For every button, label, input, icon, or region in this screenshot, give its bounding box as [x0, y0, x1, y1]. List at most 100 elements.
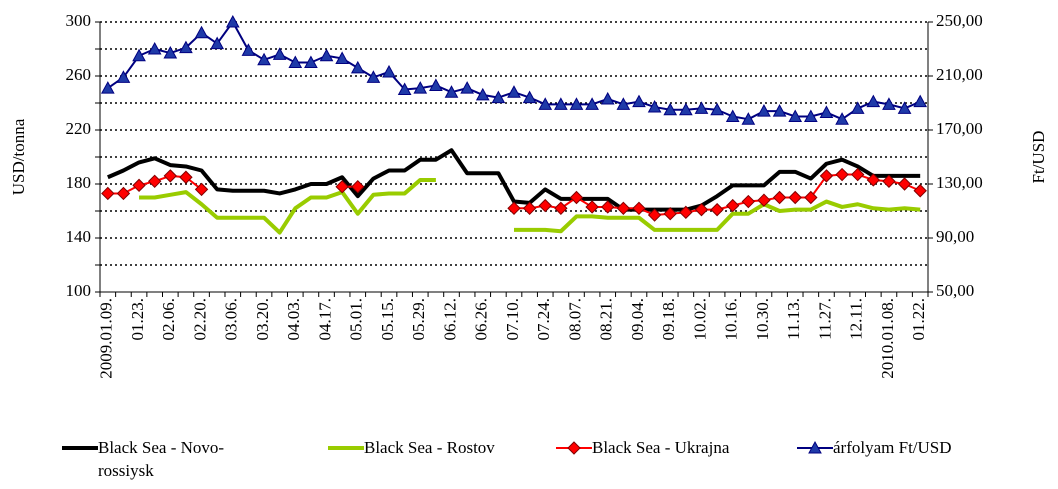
x-tick-label: 10.30. — [753, 298, 772, 341]
marker — [850, 101, 865, 114]
x-tick-label: 07.10. — [503, 298, 522, 341]
x-tick-label: 05.15. — [378, 298, 397, 341]
marker — [225, 14, 240, 28]
legend-item: árfolyam Ft/USD — [797, 436, 952, 459]
legend-swatch — [328, 446, 364, 450]
marker — [210, 36, 225, 50]
x-tick-label: 09.18. — [659, 298, 678, 341]
x-tick-label: 01.22. — [909, 298, 928, 341]
marker — [350, 60, 365, 74]
marker — [507, 85, 521, 98]
series — [107, 148, 921, 212]
x-tick-label: 09.04. — [628, 298, 647, 341]
x-tick-label: 03.20. — [253, 298, 272, 341]
marker — [475, 87, 490, 101]
marker — [366, 70, 381, 83]
x-tick-label: 12.11. — [847, 298, 866, 340]
marker — [554, 201, 568, 216]
marker — [382, 64, 396, 78]
marker — [554, 97, 568, 110]
x-tick-label: 2010.01.08. — [878, 298, 897, 379]
marker — [335, 51, 349, 64]
legend-item: Black Sea - Rostov — [328, 436, 495, 459]
x-tick-label: 11.13. — [784, 298, 803, 340]
x-tick-label: 08.07. — [565, 298, 584, 341]
marker — [351, 179, 365, 194]
y2-tick-label: 170,00 — [936, 119, 983, 138]
marker — [601, 200, 615, 214]
marker — [147, 174, 162, 189]
y-tick-label: 180 — [66, 173, 92, 192]
legend-item: Black Sea - Ukrajna — [556, 436, 729, 459]
legend: Black Sea - Novo-rossiysk Black Sea - Ros… — [0, 436, 1058, 489]
y-tick-label: 220 — [66, 119, 92, 138]
marker — [757, 193, 771, 207]
y2-tick-label: 50,00 — [936, 281, 974, 300]
marker — [835, 112, 849, 125]
legend-item: Black Sea - Novo-rossiysk — [62, 436, 268, 482]
marker — [679, 205, 693, 220]
legend-swatch — [797, 440, 833, 454]
series — [101, 167, 927, 222]
marker — [819, 105, 834, 118]
marker — [866, 94, 881, 108]
marker — [585, 97, 599, 110]
x-tick-label: 05.29. — [409, 298, 428, 341]
marker — [179, 170, 193, 184]
marker — [632, 201, 646, 216]
marker — [585, 200, 599, 214]
marker — [647, 208, 662, 222]
marker — [538, 198, 552, 213]
marker — [600, 91, 615, 105]
marker — [882, 174, 896, 189]
marker — [772, 190, 787, 205]
marker — [804, 190, 818, 205]
legend-label: árfolyam Ft/USD — [833, 438, 952, 457]
chart: USD/tonna Ft/USD 100 140 180 220 260 300 50,00… — [9, 11, 1048, 379]
x-tick-label: 10.02. — [690, 298, 709, 341]
x-tick-label: 02.06. — [159, 298, 178, 341]
legend-marker — [567, 441, 581, 455]
marker — [132, 178, 146, 193]
marker — [616, 201, 631, 216]
y2-tick-label: 210,00 — [936, 65, 983, 84]
marker — [241, 43, 256, 56]
marker — [710, 102, 724, 116]
marker — [866, 173, 881, 187]
x-tick-label: 2009.01.09. — [97, 298, 116, 379]
x-tick-label: 06.12. — [440, 298, 459, 341]
marker — [413, 81, 428, 94]
marker — [819, 169, 834, 183]
marker — [444, 85, 459, 98]
series-line — [107, 21, 921, 121]
marker — [788, 190, 802, 205]
marker — [803, 109, 818, 122]
marker — [397, 82, 412, 95]
marker — [194, 182, 209, 197]
marker — [335, 179, 349, 194]
series — [139, 177, 921, 235]
marker — [632, 94, 646, 108]
marker — [757, 104, 771, 117]
marker — [835, 167, 849, 182]
series — [100, 14, 928, 125]
x-tick-label: 02.20. — [190, 298, 209, 341]
y-axis-title: USD/tonna — [9, 118, 28, 195]
marker — [179, 40, 193, 54]
y-tick-label: 100 — [66, 281, 92, 300]
y-tick-label: 140 — [66, 227, 92, 246]
marker — [694, 101, 709, 114]
marker — [897, 101, 912, 114]
x-tick-label: 08.21. — [597, 298, 616, 341]
marker — [741, 194, 756, 209]
series-line — [107, 148, 921, 212]
legend-label: Black Sea - Rostov — [364, 438, 495, 457]
marker — [569, 190, 584, 205]
marker — [194, 25, 209, 39]
x-tick-label: 10.16. — [722, 298, 741, 341]
x-tick-label: 01.23. — [128, 298, 147, 341]
x-tick-label: 03.06. — [222, 298, 241, 341]
marker — [913, 184, 927, 198]
legend-swatch — [62, 446, 98, 450]
marker — [850, 167, 865, 182]
